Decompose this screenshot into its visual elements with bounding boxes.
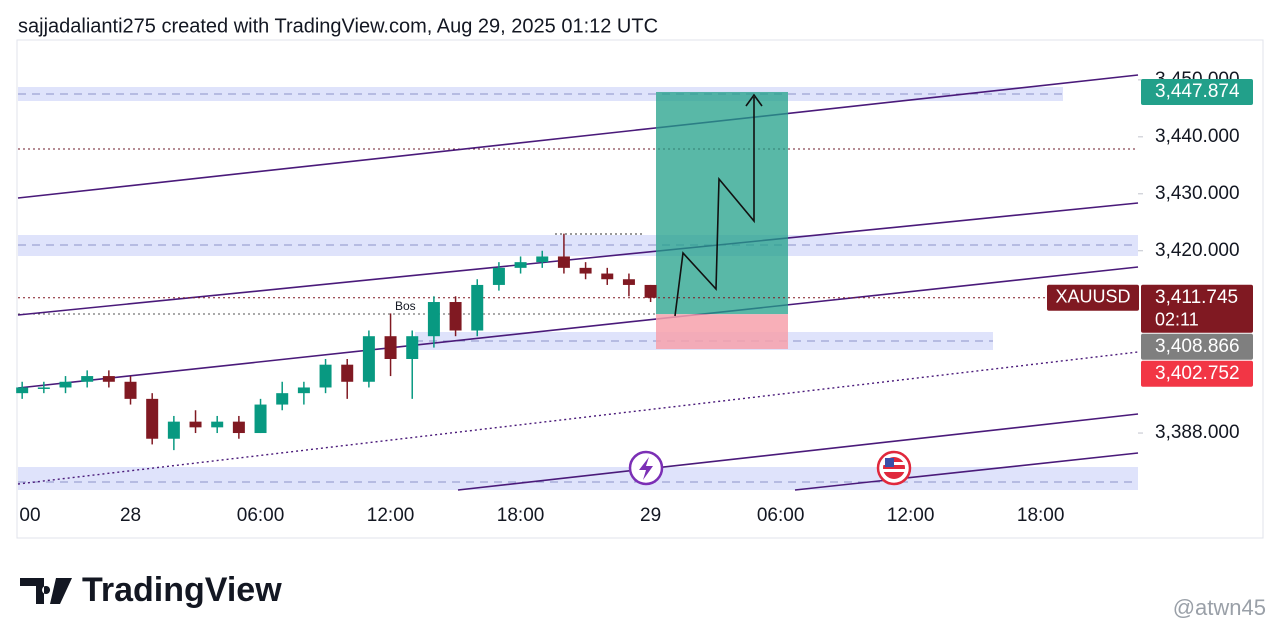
icon-bolt bbox=[639, 457, 653, 480]
watermark: @atwn45 bbox=[1173, 595, 1266, 620]
candle-body bbox=[427, 302, 440, 337]
price-label-box bbox=[1141, 360, 1253, 387]
channel-line bbox=[17, 266, 1139, 389]
zone bbox=[18, 467, 1138, 490]
candle-body bbox=[102, 376, 115, 382]
candle-body bbox=[514, 262, 527, 268]
channel-line bbox=[457, 413, 1139, 491]
candle-body bbox=[37, 387, 50, 389]
x-tick-label: 06:00 bbox=[237, 505, 285, 526]
candle-body bbox=[406, 336, 419, 359]
channel-line bbox=[794, 452, 1139, 491]
candle-body bbox=[471, 284, 484, 331]
arrow-head bbox=[745, 93, 763, 107]
price-label: 3,411.745 bbox=[1155, 287, 1238, 308]
candle-body bbox=[167, 421, 180, 439]
axes: 002806:0012:0018:002906:0012:0018:003,45… bbox=[19, 69, 1253, 526]
position bbox=[18, 91, 1138, 350]
x-tick-label: 00 bbox=[19, 505, 40, 526]
symbol-label: XAUUSD bbox=[1055, 287, 1130, 307]
projection-arrow bbox=[674, 97, 755, 317]
candles bbox=[16, 233, 657, 451]
candle-body bbox=[211, 421, 224, 428]
candle-body bbox=[124, 381, 137, 399]
x-tick-label: 18:00 bbox=[1017, 505, 1065, 526]
candle-body bbox=[557, 256, 570, 268]
x-tick-label: 12:00 bbox=[887, 505, 935, 526]
header: sajjadalianti275 created with TradingVie… bbox=[18, 15, 658, 37]
channel-line bbox=[17, 74, 1139, 199]
candle-body bbox=[449, 302, 462, 331]
event-icon bbox=[876, 450, 912, 486]
candle-body bbox=[297, 387, 310, 394]
y-tick-label: 3,420.000 bbox=[1155, 240, 1240, 261]
candle-body bbox=[189, 421, 202, 428]
channel-line bbox=[17, 351, 1139, 485]
candle-body bbox=[232, 421, 245, 434]
y-tick-label: 3,430.000 bbox=[1155, 183, 1240, 204]
price-label-box bbox=[1141, 284, 1253, 333]
y-tick-label: 3,388.000 bbox=[1155, 422, 1240, 443]
candle-body bbox=[276, 393, 289, 405]
candle-body bbox=[622, 279, 635, 285]
candle-body bbox=[492, 267, 505, 285]
candle-body bbox=[536, 256, 549, 263]
candle-body bbox=[579, 267, 592, 274]
candle-body bbox=[601, 273, 614, 280]
channel-line bbox=[17, 202, 1139, 316]
event-icon bbox=[628, 450, 664, 486]
candle-body bbox=[81, 376, 94, 382]
candle-body bbox=[146, 398, 159, 439]
candle-body bbox=[16, 387, 29, 394]
candle-body bbox=[362, 336, 375, 382]
logo: TradingView bbox=[20, 571, 282, 609]
price-label-box bbox=[1141, 78, 1253, 105]
x-tick-label: 29 bbox=[640, 505, 661, 526]
countdown: 02:11 bbox=[1155, 310, 1199, 330]
candle-body bbox=[319, 364, 332, 388]
icon-stripe bbox=[883, 469, 905, 472]
y-tick-label: 3,440.000 bbox=[1155, 126, 1240, 147]
candle-body bbox=[644, 284, 657, 298]
price-label: 3,402.752 bbox=[1155, 363, 1240, 384]
logo-mark bbox=[20, 578, 72, 604]
candle-body bbox=[59, 381, 72, 388]
x-tick-label: 18:00 bbox=[497, 505, 545, 526]
chart-frame bbox=[16, 39, 1264, 539]
icon-canton bbox=[885, 458, 894, 467]
price-label-box bbox=[1141, 333, 1253, 360]
candle-body bbox=[384, 336, 397, 359]
price-label: 3,447.874 bbox=[1155, 81, 1240, 102]
candle-body bbox=[254, 404, 267, 434]
candle-body bbox=[341, 364, 354, 382]
x-tick-label: 28 bbox=[120, 505, 141, 526]
x-tick-label: 06:00 bbox=[757, 505, 805, 526]
target-zone bbox=[656, 91, 788, 315]
symbol-box bbox=[1047, 284, 1139, 311]
logo-text: TradingView bbox=[82, 571, 282, 609]
stop-zone bbox=[656, 314, 788, 350]
x-tick-label: 12:00 bbox=[367, 505, 415, 526]
price-label: 3,408.866 bbox=[1155, 336, 1240, 357]
annotation: Bos bbox=[395, 299, 416, 313]
drawings bbox=[17, 74, 1139, 491]
